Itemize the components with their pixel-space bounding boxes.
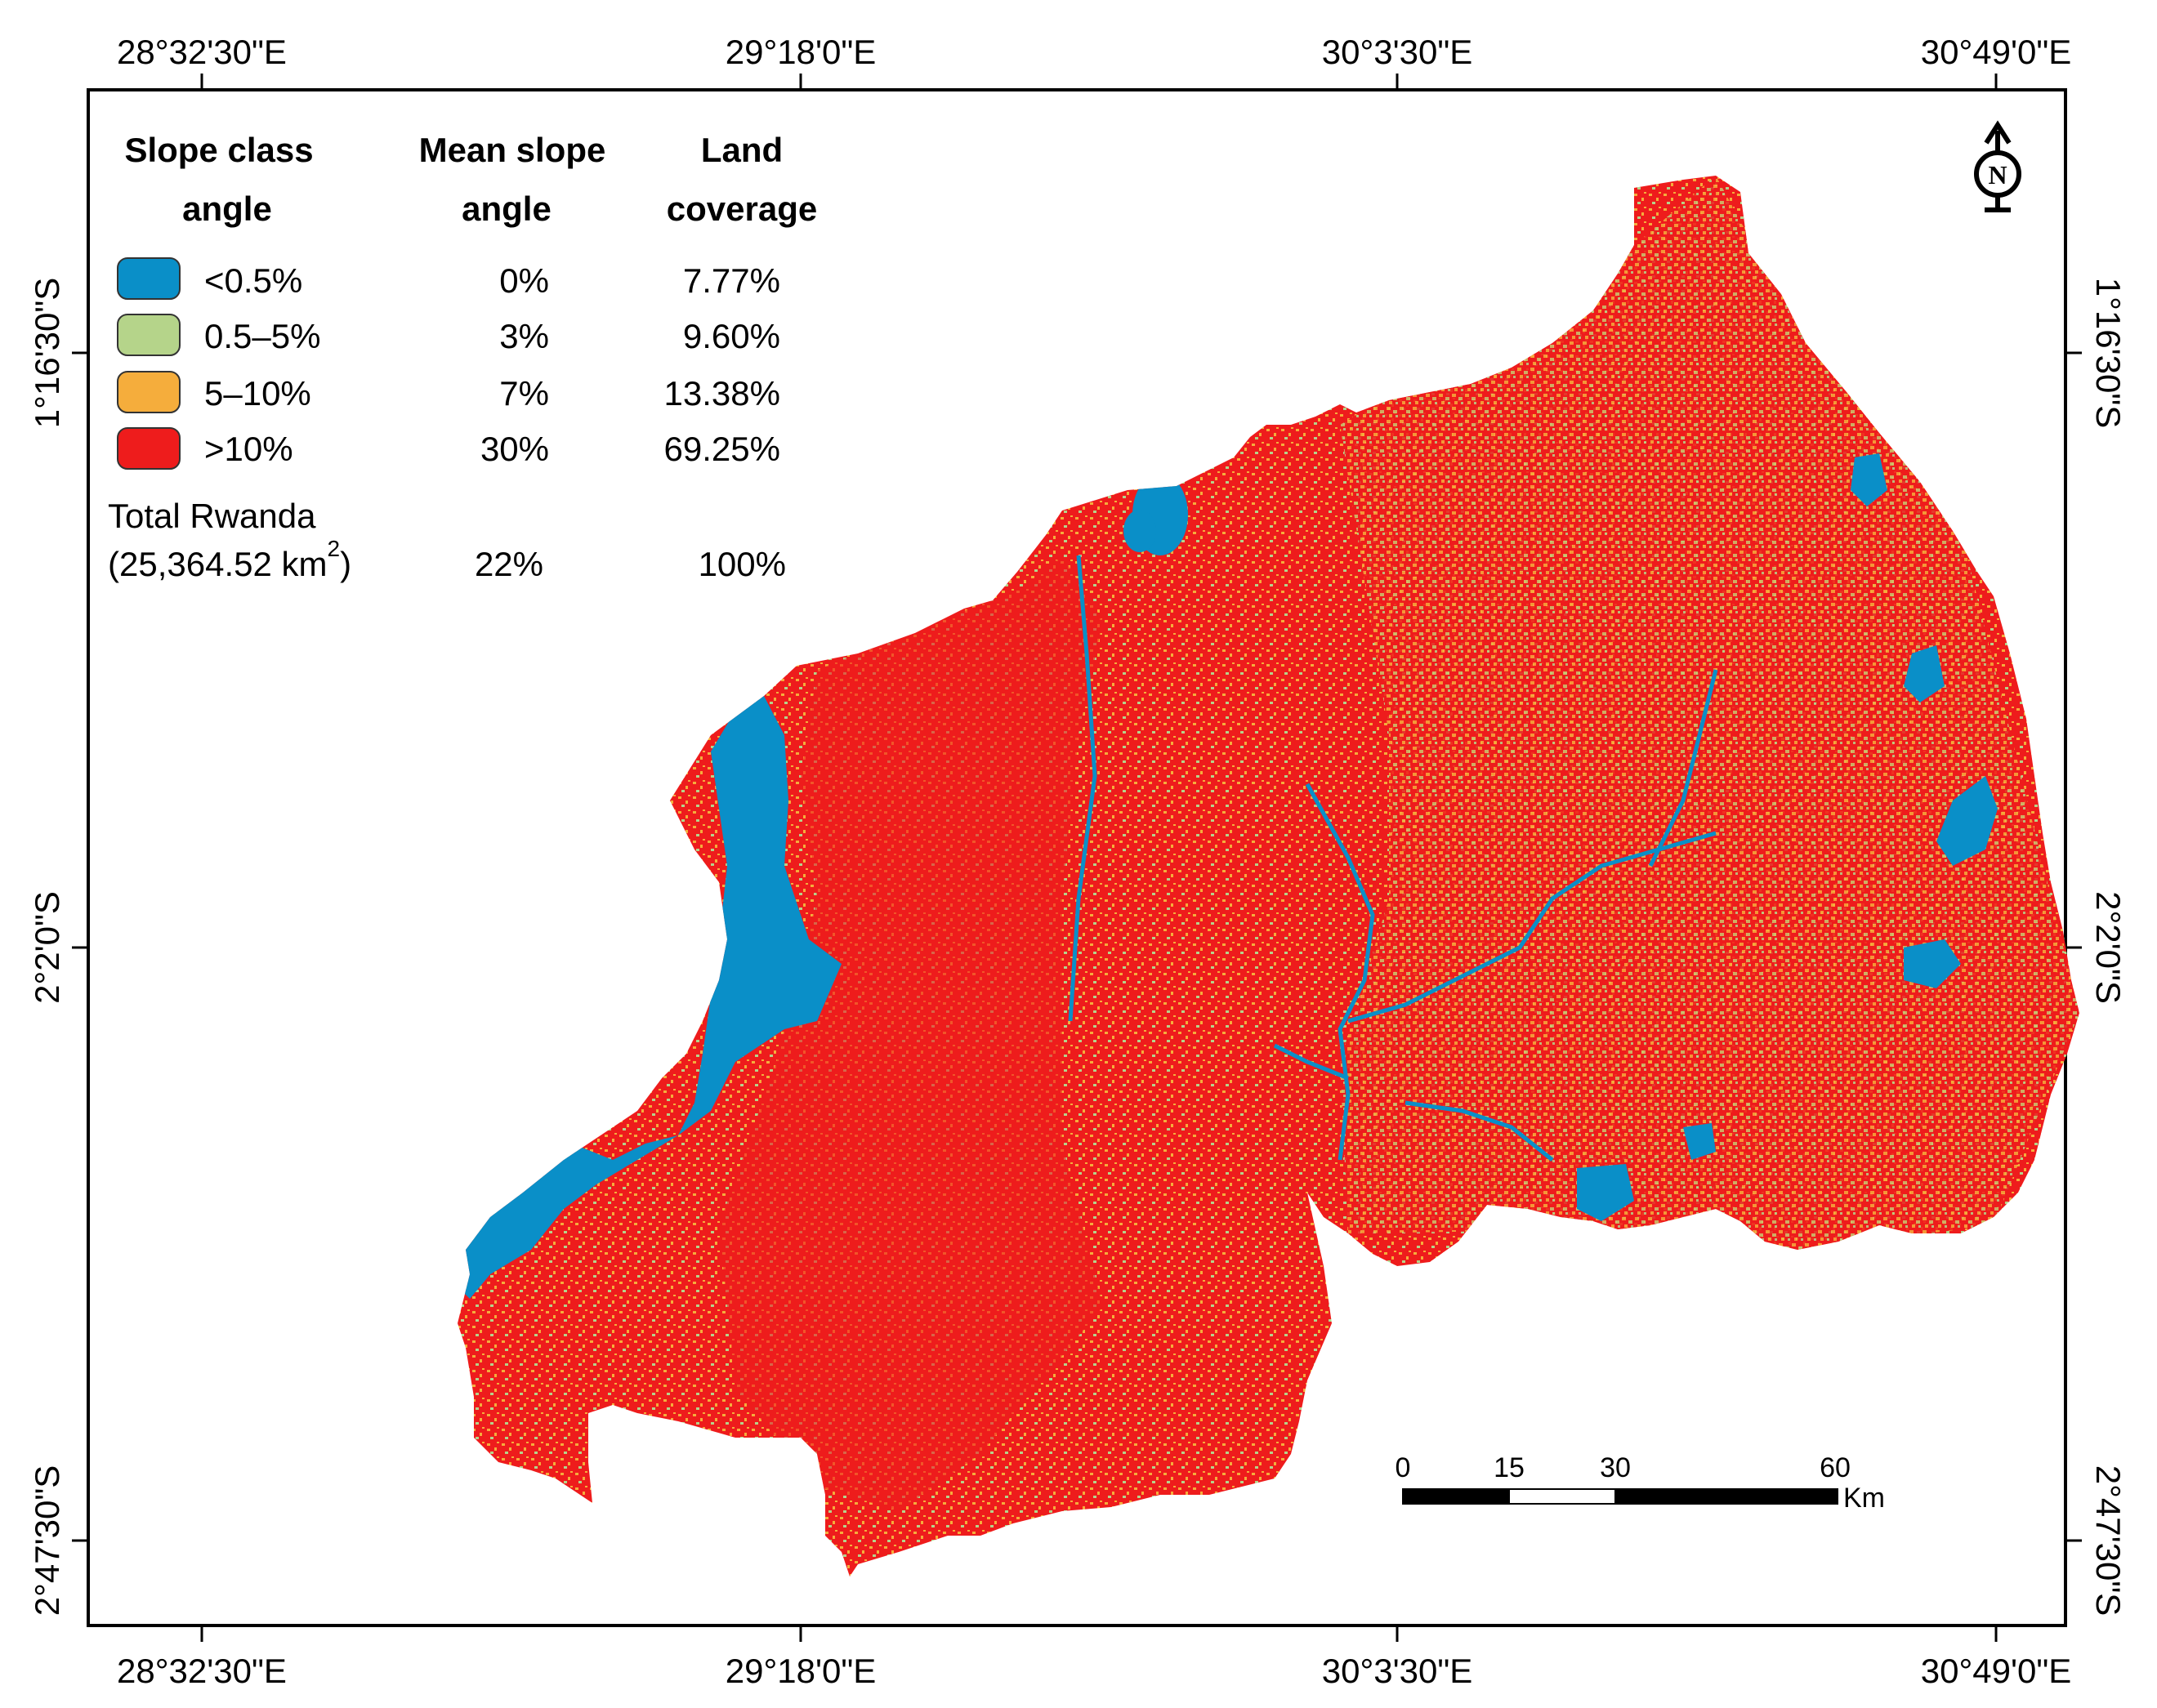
legend-mean-3: 7% xyxy=(499,374,549,413)
legend-class-1: <0.5% xyxy=(204,261,302,300)
legend-total-coverage: 100% xyxy=(699,545,786,583)
right-label-2: 2°2'0"S xyxy=(2089,891,2128,1004)
legend-class-2: 0.5–5% xyxy=(204,317,320,355)
legend-header-slope-class-2: angle xyxy=(182,190,272,228)
legend-total-area-close: ) xyxy=(340,545,351,583)
lake-east-3 xyxy=(1904,939,1961,988)
legend: Slope class angle Mean slope angle Land … xyxy=(108,131,817,583)
top-label-4: 30°49'0"E xyxy=(1921,33,2072,71)
legend-mean-4: 30% xyxy=(480,430,549,468)
legend-header-land: Land xyxy=(701,131,783,169)
rivers xyxy=(1068,555,1718,1162)
scale-tick-15: 15 xyxy=(1494,1452,1525,1483)
legend-total-mean: 22% xyxy=(475,545,543,583)
left-label-1: 1°16'30"S xyxy=(28,278,66,429)
scale-unit: Km xyxy=(1843,1483,1885,1514)
left-label-3: 2°47'30"S xyxy=(28,1465,66,1617)
legend-header-mean-slope: Mean slope xyxy=(419,131,606,169)
right-label-3: 2°47'30"S xyxy=(2089,1465,2128,1617)
legend-total-area: (25,364.52 km2) xyxy=(108,536,351,583)
legend-swatch-2 xyxy=(117,314,181,356)
rwanda-map xyxy=(458,176,2079,1576)
lake-nw-2 xyxy=(1123,510,1156,552)
top-label-2: 29°18'0"E xyxy=(726,33,877,71)
legend-class-4: >10% xyxy=(204,430,293,468)
top-label-1: 28°32'30"E xyxy=(117,33,287,71)
lake-south-2 xyxy=(1683,1123,1716,1160)
left-label-2: 2°2'0"S xyxy=(28,891,66,1004)
map-frame xyxy=(87,88,2067,1627)
scale-segment-1 xyxy=(1402,1488,1510,1505)
legend-header-mean-slope-2: angle xyxy=(462,190,552,228)
lake-ne xyxy=(1851,453,1887,506)
scale-tick-0: 0 xyxy=(1396,1452,1411,1483)
legend-header-slope-class: Slope class xyxy=(124,131,313,169)
legend-coverage-3: 13.38% xyxy=(664,374,780,413)
scale-tick-30: 30 xyxy=(1600,1452,1631,1483)
eastern-mixed-zone xyxy=(1340,176,2079,1250)
legend-coverage-4: 69.25% xyxy=(664,430,780,468)
legend-total-area-sup: 2 xyxy=(328,536,341,561)
legend-mean-2: 3% xyxy=(499,317,549,355)
legend-swatch-3 xyxy=(117,371,181,413)
bottom-label-4: 30°49'0"E xyxy=(1921,1652,2072,1690)
scale-segment-2 xyxy=(1508,1488,1616,1505)
legend-swatch-1 xyxy=(117,257,181,300)
bottom-label-3: 30°3'30"E xyxy=(1322,1652,1473,1690)
north-arrow-icon: N xyxy=(1974,120,2021,212)
north-arrow-letter: N xyxy=(1988,160,2007,190)
graticule-ticks xyxy=(72,74,2082,1642)
lake-east-1 xyxy=(1936,776,1998,866)
graticule-labels: 28°32'30"E 29°18'0"E 30°3'30"E 30°49'0"E… xyxy=(28,33,2128,1690)
scale-bar: 0 15 30 60 Km xyxy=(1396,1452,1885,1514)
legend-coverage-1: 7.77% xyxy=(683,261,780,300)
western-high-slope xyxy=(719,555,1103,1511)
legend-header-coverage: coverage xyxy=(667,190,817,228)
right-label-1: 1°16'30"S xyxy=(2089,278,2128,429)
scale-tick-60: 60 xyxy=(1820,1452,1851,1483)
lake-kivu xyxy=(458,696,842,1299)
legend-coverage-2: 9.60% xyxy=(683,317,780,355)
lake-south-1 xyxy=(1577,1164,1634,1221)
legend-total-label: Total Rwanda xyxy=(108,497,316,535)
legend-mean-1: 0% xyxy=(499,261,549,300)
top-label-3: 30°3'30"E xyxy=(1322,33,1473,71)
bottom-label-1: 28°32'30"E xyxy=(117,1652,287,1690)
legend-swatch-4 xyxy=(117,427,181,470)
scale-segment-3 xyxy=(1614,1488,1838,1505)
legend-total-area-value: (25,364.52 km xyxy=(108,545,328,583)
lake-east-2 xyxy=(1904,645,1945,702)
bottom-label-2: 29°18'0"E xyxy=(726,1652,877,1690)
legend-class-3: 5–10% xyxy=(204,374,311,413)
